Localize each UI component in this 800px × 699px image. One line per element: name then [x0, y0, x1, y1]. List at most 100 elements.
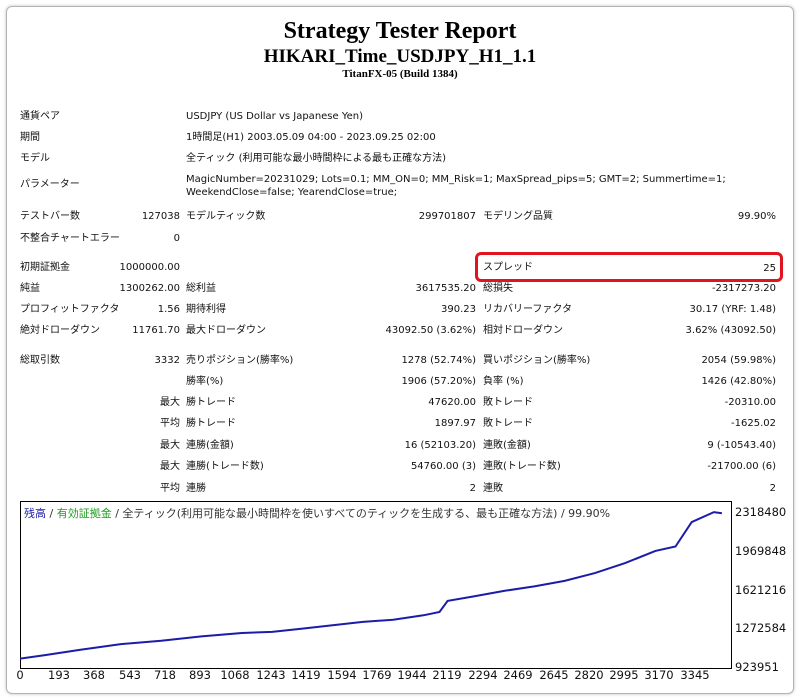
x-tick-label: 1944 [397, 668, 427, 682]
max-win-label: 勝トレード [186, 397, 236, 408]
params-label: パラメーター [20, 179, 80, 190]
spread-value: 25 [763, 263, 776, 274]
cons-loss-trades-label: 連敗(トレード数) [483, 461, 561, 472]
spread-highlight-box [475, 252, 783, 282]
rel-dd-value: 3.62% (43092.50) [685, 325, 776, 336]
short-value: 1278 (52.74%) [401, 355, 476, 366]
pair-value: USDJPY (US Dollar vs Japanese Yen) [186, 111, 364, 122]
period-value: 1時間足(H1) 2003.05.09 04:00 - 2023.09.25 0… [186, 132, 436, 143]
server-info: TitanFX-05 (Build 1384) [342, 68, 458, 80]
lossrate-label: 負率 (%) [483, 376, 524, 387]
rel-dd-label: 相対ドローダウン [483, 325, 563, 336]
avg-cons-win-label: 連勝 [186, 483, 206, 494]
x-tick-label: 0 [16, 668, 24, 682]
avg-win-label: 勝トレード [186, 418, 236, 429]
expected-label: 期待利得 [186, 304, 226, 315]
ticks-value: 299701807 [418, 211, 476, 222]
cons-win-trades-label: 連勝(トレード数) [186, 461, 264, 472]
y-tick-label: 923951 [735, 660, 779, 674]
y-tick-label: 1272584 [735, 621, 787, 635]
trades-label: 総取引数 [20, 355, 60, 366]
x-tick-label: 3170 [644, 668, 674, 682]
params-value: MagicNumber=20231029; Lots=0.1; MM_ON=0;… [186, 174, 726, 198]
avg-label-1: 平均 [160, 418, 180, 429]
avg-loss-label: 敗トレード [483, 418, 533, 429]
equity-chart [20, 501, 732, 669]
x-tick-label: 1594 [327, 668, 357, 682]
deposit-value: 1000000.00 [119, 262, 180, 273]
x-tick-label: 1769 [362, 668, 392, 682]
pf-label: プロフィットファクタ [20, 304, 120, 315]
quality-label: モデリング品質 [483, 211, 553, 222]
balance-line [20, 511, 723, 660]
ticks-label: モデルティック数 [186, 211, 266, 222]
legend-equity: 有効証拠金 [56, 507, 112, 520]
x-tick-label: 368 [83, 668, 105, 682]
avg-cons-win-value: 2 [469, 483, 476, 494]
equity-chart-plot [20, 511, 723, 660]
abs-dd-value: 11761.70 [132, 325, 180, 336]
lossrate-value: 1426 (42.80%) [701, 376, 776, 387]
period-label: 期間 [20, 132, 40, 143]
mismatch-value: 0 [173, 233, 180, 244]
expected-value: 390.23 [441, 304, 476, 315]
x-tick-label: 543 [119, 668, 141, 682]
x-tick-label: 2820 [574, 668, 604, 682]
gross-loss-value: -2317273.20 [711, 283, 776, 294]
gross-loss-label: 総損失 [483, 283, 513, 294]
legend-balance: 残高 [24, 507, 46, 520]
pair-label: 通貨ペア [20, 111, 60, 122]
x-tick-label: 1068 [220, 668, 250, 682]
cons-win-money-value: 16 (52103.20) [404, 440, 476, 451]
y-tick-label: 1621216 [735, 583, 787, 597]
bars-value: 127038 [141, 211, 180, 222]
x-tick-label: 2294 [468, 668, 498, 682]
avg-loss-value: -1625.02 [731, 418, 776, 429]
x-tick-label: 893 [189, 668, 211, 682]
abs-dd-label: 絶対ドローダウン [20, 325, 100, 336]
mismatch-label: 不整合チャートエラー [20, 233, 120, 244]
avg-cons-loss-label: 連敗 [483, 483, 503, 494]
x-tick-label: 2469 [503, 668, 533, 682]
short-label: 売りポジション(勝率%) [186, 355, 294, 366]
recovery-value: 30.17 (YRF: 1.48) [689, 304, 776, 315]
pf-value: 1.56 [157, 304, 180, 315]
cons-loss-trades-value: -21700.00 (6) [707, 461, 776, 472]
max-loss-label: 敗トレード [483, 397, 533, 408]
x-tick-label: 2119 [432, 668, 462, 682]
y-tick-label: 1969848 [735, 544, 787, 558]
max-dd-value: 43092.50 (3.62%) [385, 325, 476, 336]
winrate-label: 勝率(%) [186, 376, 224, 387]
avg-win-value: 1897.97 [434, 418, 476, 429]
legend-model: 全ティック(利用可能な最小時間枠を使いすべてのティックを生成する、最も正確な方法… [122, 507, 611, 520]
cons-win-trades-value: 54760.00 (3) [410, 461, 476, 472]
x-tick-label: 3345 [680, 668, 710, 682]
max-loss-value: -20310.00 [724, 397, 776, 408]
x-tick-label: 193 [48, 668, 70, 682]
y-tick-label: 2318480 [735, 505, 787, 519]
x-tick-label: 2645 [539, 668, 569, 682]
recovery-label: リカバリーファクタ [483, 304, 572, 315]
long-value: 2054 (59.98%) [701, 355, 776, 366]
avg-cons-loss-value: 2 [769, 483, 776, 494]
net-label: 純益 [20, 283, 40, 294]
max-win-value: 47620.00 [428, 397, 476, 408]
gross-profit-value: 3617535.20 [415, 283, 476, 294]
chart-legend: 残高 / 有効証拠金 / 全ティック(利用可能な最小時間枠を使いすべてのティック… [24, 505, 610, 521]
deposit-label: 初期証拠金 [20, 262, 70, 273]
avg-label-2: 平均 [160, 483, 180, 494]
legend-separator-2: / [111, 507, 123, 520]
x-tick-label: 1419 [291, 668, 321, 682]
model-value: 全ティック (利用可能な最小時間枠による最も正確な方法) [186, 153, 447, 164]
max-label-2: 最大 [160, 440, 180, 451]
report-subtitle: HIKARI_Time_USDJPY_H1_1.1 [263, 46, 537, 67]
spread-label: スプレッド [483, 262, 533, 273]
gross-profit-label: 総利益 [186, 283, 216, 294]
cons-loss-money-value: 9 (-10543.40) [707, 440, 776, 451]
winrate-value: 1906 (57.20%) [401, 376, 476, 387]
trades-value: 3332 [154, 355, 180, 366]
quality-value: 99.90% [737, 211, 776, 222]
report-title: Strategy Tester Report [283, 18, 517, 44]
long-label: 買いポジション(勝率%) [483, 355, 591, 366]
bars-label: テストバー数 [20, 211, 80, 222]
